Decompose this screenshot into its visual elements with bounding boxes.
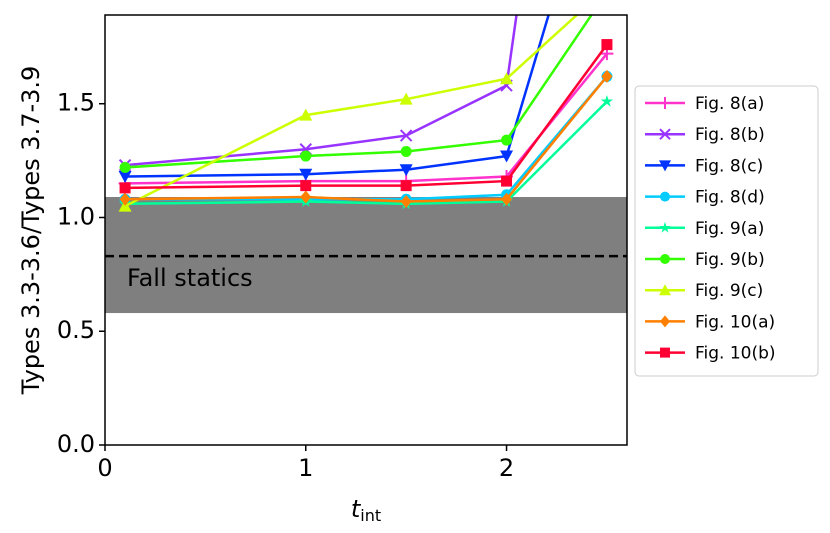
legend-label: Fig. 10(a): [695, 312, 775, 332]
marker: [501, 134, 513, 146]
marker: [400, 180, 412, 192]
y-tick-label: 1.0: [57, 202, 95, 230]
plot-area: [118, 15, 614, 212]
x-axis-label-sub: int: [360, 506, 381, 525]
series-line: [125, 15, 550, 178]
legend-marker: [660, 347, 670, 358]
marker: [600, 94, 614, 107]
legend-label: Fig. 9(a): [695, 219, 764, 239]
x-axis-label-main: t: [351, 495, 362, 523]
marker: [601, 69, 613, 83]
marker: [500, 72, 514, 85]
marker: [119, 161, 131, 173]
marker: [399, 92, 413, 105]
marker: [400, 146, 412, 158]
marker: [501, 192, 513, 206]
legend-label: Fig. 8(d): [695, 188, 765, 208]
x-tick-label: 1: [298, 454, 313, 482]
legend-marker: [659, 128, 671, 140]
y-tick-label: 0.0: [57, 430, 95, 458]
marker: [300, 150, 312, 162]
legend-label: Fig. 8(a): [695, 94, 764, 114]
marker: [400, 195, 412, 209]
marker: [119, 192, 131, 206]
marker: [119, 182, 131, 194]
legend-label: Fig. 8(c): [695, 156, 763, 176]
legend-marker: [660, 315, 670, 328]
legend-label: Fig. 10(b): [695, 344, 776, 364]
marker: [300, 190, 312, 204]
legend-box: [634, 85, 819, 377]
marker: [300, 180, 312, 192]
band-label: Fall statics: [127, 264, 253, 292]
marker: [299, 168, 313, 181]
marker: [500, 150, 514, 163]
legend-label: Fig. 9(c): [695, 281, 763, 301]
y-axis-label: Types 3.3-3.6/Types 3.7-3.9: [17, 66, 45, 396]
legend-label: Fig. 9(b): [695, 250, 765, 270]
y-tick-label: 1.5: [57, 89, 95, 117]
marker: [299, 108, 313, 121]
legend-label: Fig. 8(b): [695, 125, 765, 145]
marker: [399, 164, 413, 177]
marker: [501, 175, 513, 187]
marker: [118, 171, 132, 184]
legend-marker: [659, 221, 671, 233]
x-tick-label: 2: [499, 454, 514, 482]
y-tick-label: 0.5: [57, 316, 95, 344]
legend-marker: [660, 254, 670, 264]
legend-marker: [659, 160, 671, 172]
x-tick-label: 0: [97, 454, 112, 482]
marker: [601, 39, 613, 51]
marker: [399, 129, 413, 142]
legend-marker: [659, 97, 671, 109]
x-axis-label: tint: [351, 495, 381, 525]
legend-marker: [660, 191, 670, 202]
plot-frame: [104, 14, 628, 446]
legend-marker: [659, 284, 671, 296]
